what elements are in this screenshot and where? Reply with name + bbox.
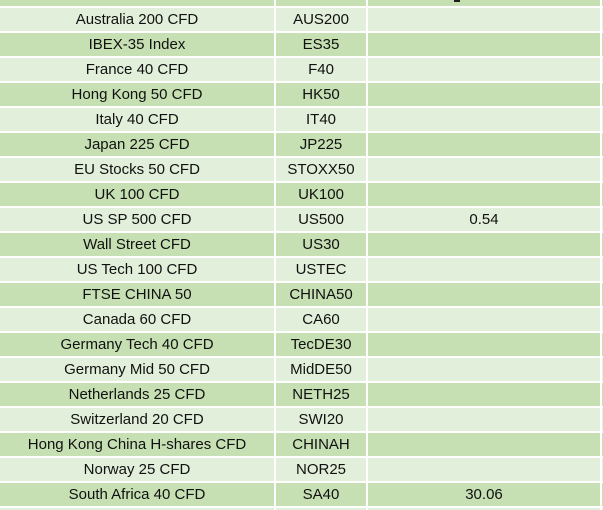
- instrument-name-cell[interactable]: Norway 25 CFD: [0, 458, 274, 481]
- symbol-cell[interactable]: CHINAH: [276, 433, 366, 456]
- instrument-name-cell[interactable]: FTSE CHINA 50: [0, 283, 274, 306]
- instrument-name-cell[interactable]: Australia 200 CFD: [0, 8, 274, 31]
- instrument-name-cell[interactable]: South Africa 40 CFD: [0, 483, 274, 506]
- value-cell[interactable]: [368, 408, 600, 431]
- symbol-cell[interactable]: JP225: [276, 133, 366, 156]
- value-cell[interactable]: [368, 8, 600, 31]
- instrument-name-cell[interactable]: IBEX-35 Index: [0, 33, 274, 56]
- symbol-cell[interactable]: US30: [276, 233, 366, 256]
- symbol-cell[interactable]: ES35: [276, 33, 366, 56]
- symbol-cell[interactable]: US500: [276, 208, 366, 231]
- value-cell[interactable]: [368, 133, 600, 156]
- value-cell[interactable]: 0.54: [368, 208, 600, 231]
- value-cell[interactable]: [368, 58, 600, 81]
- instrument-name-cell[interactable]: Hong Kong China H-shares CFD: [0, 433, 274, 456]
- instrument-name-cell[interactable]: Germany Mid 50 CFD: [0, 358, 274, 381]
- clipped-top-row-cell: [368, 0, 600, 6]
- value-cell[interactable]: [368, 308, 600, 331]
- clipped-bottom-row-cell: [368, 508, 600, 510]
- symbol-cell[interactable]: MidDE50: [276, 358, 366, 381]
- value-cell[interactable]: [368, 333, 600, 356]
- instrument-name-cell[interactable]: UK 100 CFD: [0, 183, 274, 206]
- value-cell[interactable]: [368, 358, 600, 381]
- instrument-name-cell[interactable]: Netherlands 25 CFD: [0, 383, 274, 406]
- symbol-cell[interactable]: STOXX50: [276, 158, 366, 181]
- clipped-bottom-row-cell: [0, 508, 274, 510]
- instrument-name-cell[interactable]: Canada 60 CFD: [0, 308, 274, 331]
- value-cell[interactable]: [368, 433, 600, 456]
- symbol-cell[interactable]: SWI20: [276, 408, 366, 431]
- value-cell[interactable]: [368, 458, 600, 481]
- instrument-name-cell[interactable]: Japan 225 CFD: [0, 133, 274, 156]
- value-cell[interactable]: [368, 383, 600, 406]
- symbol-cell[interactable]: CA60: [276, 308, 366, 331]
- symbol-cell[interactable]: SA40: [276, 483, 366, 506]
- cropped-header-text-fragment: [454, 0, 460, 2]
- clipped-top-row-cell: [276, 0, 366, 6]
- value-cell[interactable]: 30.06: [368, 483, 600, 506]
- value-cell[interactable]: [368, 83, 600, 106]
- symbol-cell[interactable]: AUS200: [276, 8, 366, 31]
- clipped-bottom-row-cell: [276, 508, 366, 510]
- symbol-cell[interactable]: IT40: [276, 108, 366, 131]
- instrument-name-cell[interactable]: Hong Kong 50 CFD: [0, 83, 274, 106]
- value-cell[interactable]: [368, 283, 600, 306]
- symbol-cell[interactable]: F40: [276, 58, 366, 81]
- instrument-name-cell[interactable]: Italy 40 CFD: [0, 108, 274, 131]
- value-cell[interactable]: [368, 33, 600, 56]
- instrument-name-cell[interactable]: Switzerland 20 CFD: [0, 408, 274, 431]
- instrument-name-cell[interactable]: US SP 500 CFD: [0, 208, 274, 231]
- clipped-top-row-cell: [0, 0, 274, 6]
- value-cell[interactable]: [368, 108, 600, 131]
- symbol-cell[interactable]: NOR25: [276, 458, 366, 481]
- value-cell[interactable]: [368, 158, 600, 181]
- symbol-cell[interactable]: TecDE30: [276, 333, 366, 356]
- symbol-cell[interactable]: CHINA50: [276, 283, 366, 306]
- symbol-cell[interactable]: USTEC: [276, 258, 366, 281]
- symbol-cell[interactable]: HK50: [276, 83, 366, 106]
- value-cell[interactable]: [368, 183, 600, 206]
- instrument-name-cell[interactable]: France 40 CFD: [0, 58, 274, 81]
- instrument-name-cell[interactable]: EU Stocks 50 CFD: [0, 158, 274, 181]
- value-cell[interactable]: [368, 233, 600, 256]
- instrument-name-cell[interactable]: US Tech 100 CFD: [0, 258, 274, 281]
- symbol-cell[interactable]: UK100: [276, 183, 366, 206]
- instrument-name-cell[interactable]: Wall Street CFD: [0, 233, 274, 256]
- symbol-cell[interactable]: NETH25: [276, 383, 366, 406]
- instrument-name-cell[interactable]: Germany Tech 40 CFD: [0, 333, 274, 356]
- value-cell[interactable]: [368, 258, 600, 281]
